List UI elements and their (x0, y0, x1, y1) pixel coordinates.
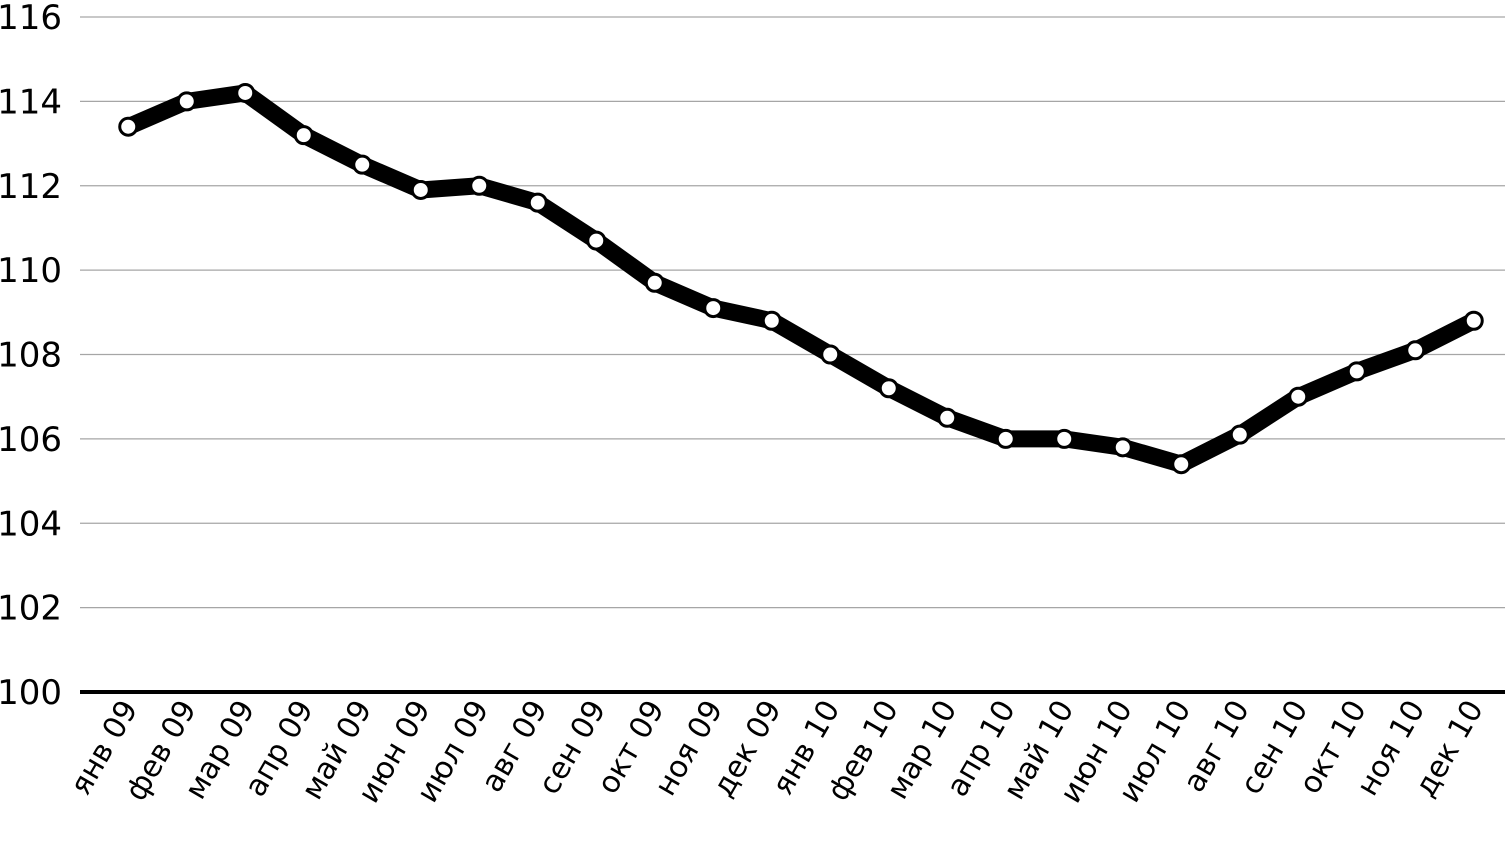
y-tick-label: 108 (0, 336, 62, 376)
data-point (527, 192, 548, 213)
data-point (820, 344, 841, 365)
series-line (124, 84, 1478, 473)
data-point (1171, 454, 1192, 475)
data-point (410, 179, 431, 200)
data-point (761, 310, 782, 331)
data-point (703, 298, 724, 319)
series (118, 82, 1484, 475)
y-tick-label: 114 (0, 82, 62, 122)
data-point (1346, 361, 1367, 382)
data-point (878, 378, 899, 399)
y-tick-label: 106 (0, 420, 62, 460)
data-point (1463, 310, 1484, 331)
y-tick-label: 110 (0, 251, 62, 291)
data-point (293, 125, 314, 146)
data-point (1054, 428, 1075, 449)
data-point (176, 91, 197, 112)
gridlines (80, 16, 1505, 694)
y-tick-label: 100 (0, 673, 62, 713)
data-point (1288, 386, 1309, 407)
data-point (1229, 424, 1250, 445)
data-point (235, 82, 256, 103)
data-point (1112, 437, 1133, 458)
y-axis-tick-labels: 100 102 104 106 108 110 112 114 116 (0, 0, 62, 713)
data-point (1405, 340, 1426, 361)
data-point (352, 154, 373, 175)
y-tick-label: 116 (0, 0, 62, 38)
data-point (469, 175, 490, 196)
data-point (586, 230, 607, 251)
data-point (937, 407, 958, 428)
data-point (118, 116, 139, 137)
y-tick-label: 112 (0, 167, 62, 207)
data-point (644, 272, 665, 293)
data-point (995, 428, 1016, 449)
y-tick-label: 104 (0, 504, 62, 544)
y-tick-label: 102 (0, 589, 62, 629)
